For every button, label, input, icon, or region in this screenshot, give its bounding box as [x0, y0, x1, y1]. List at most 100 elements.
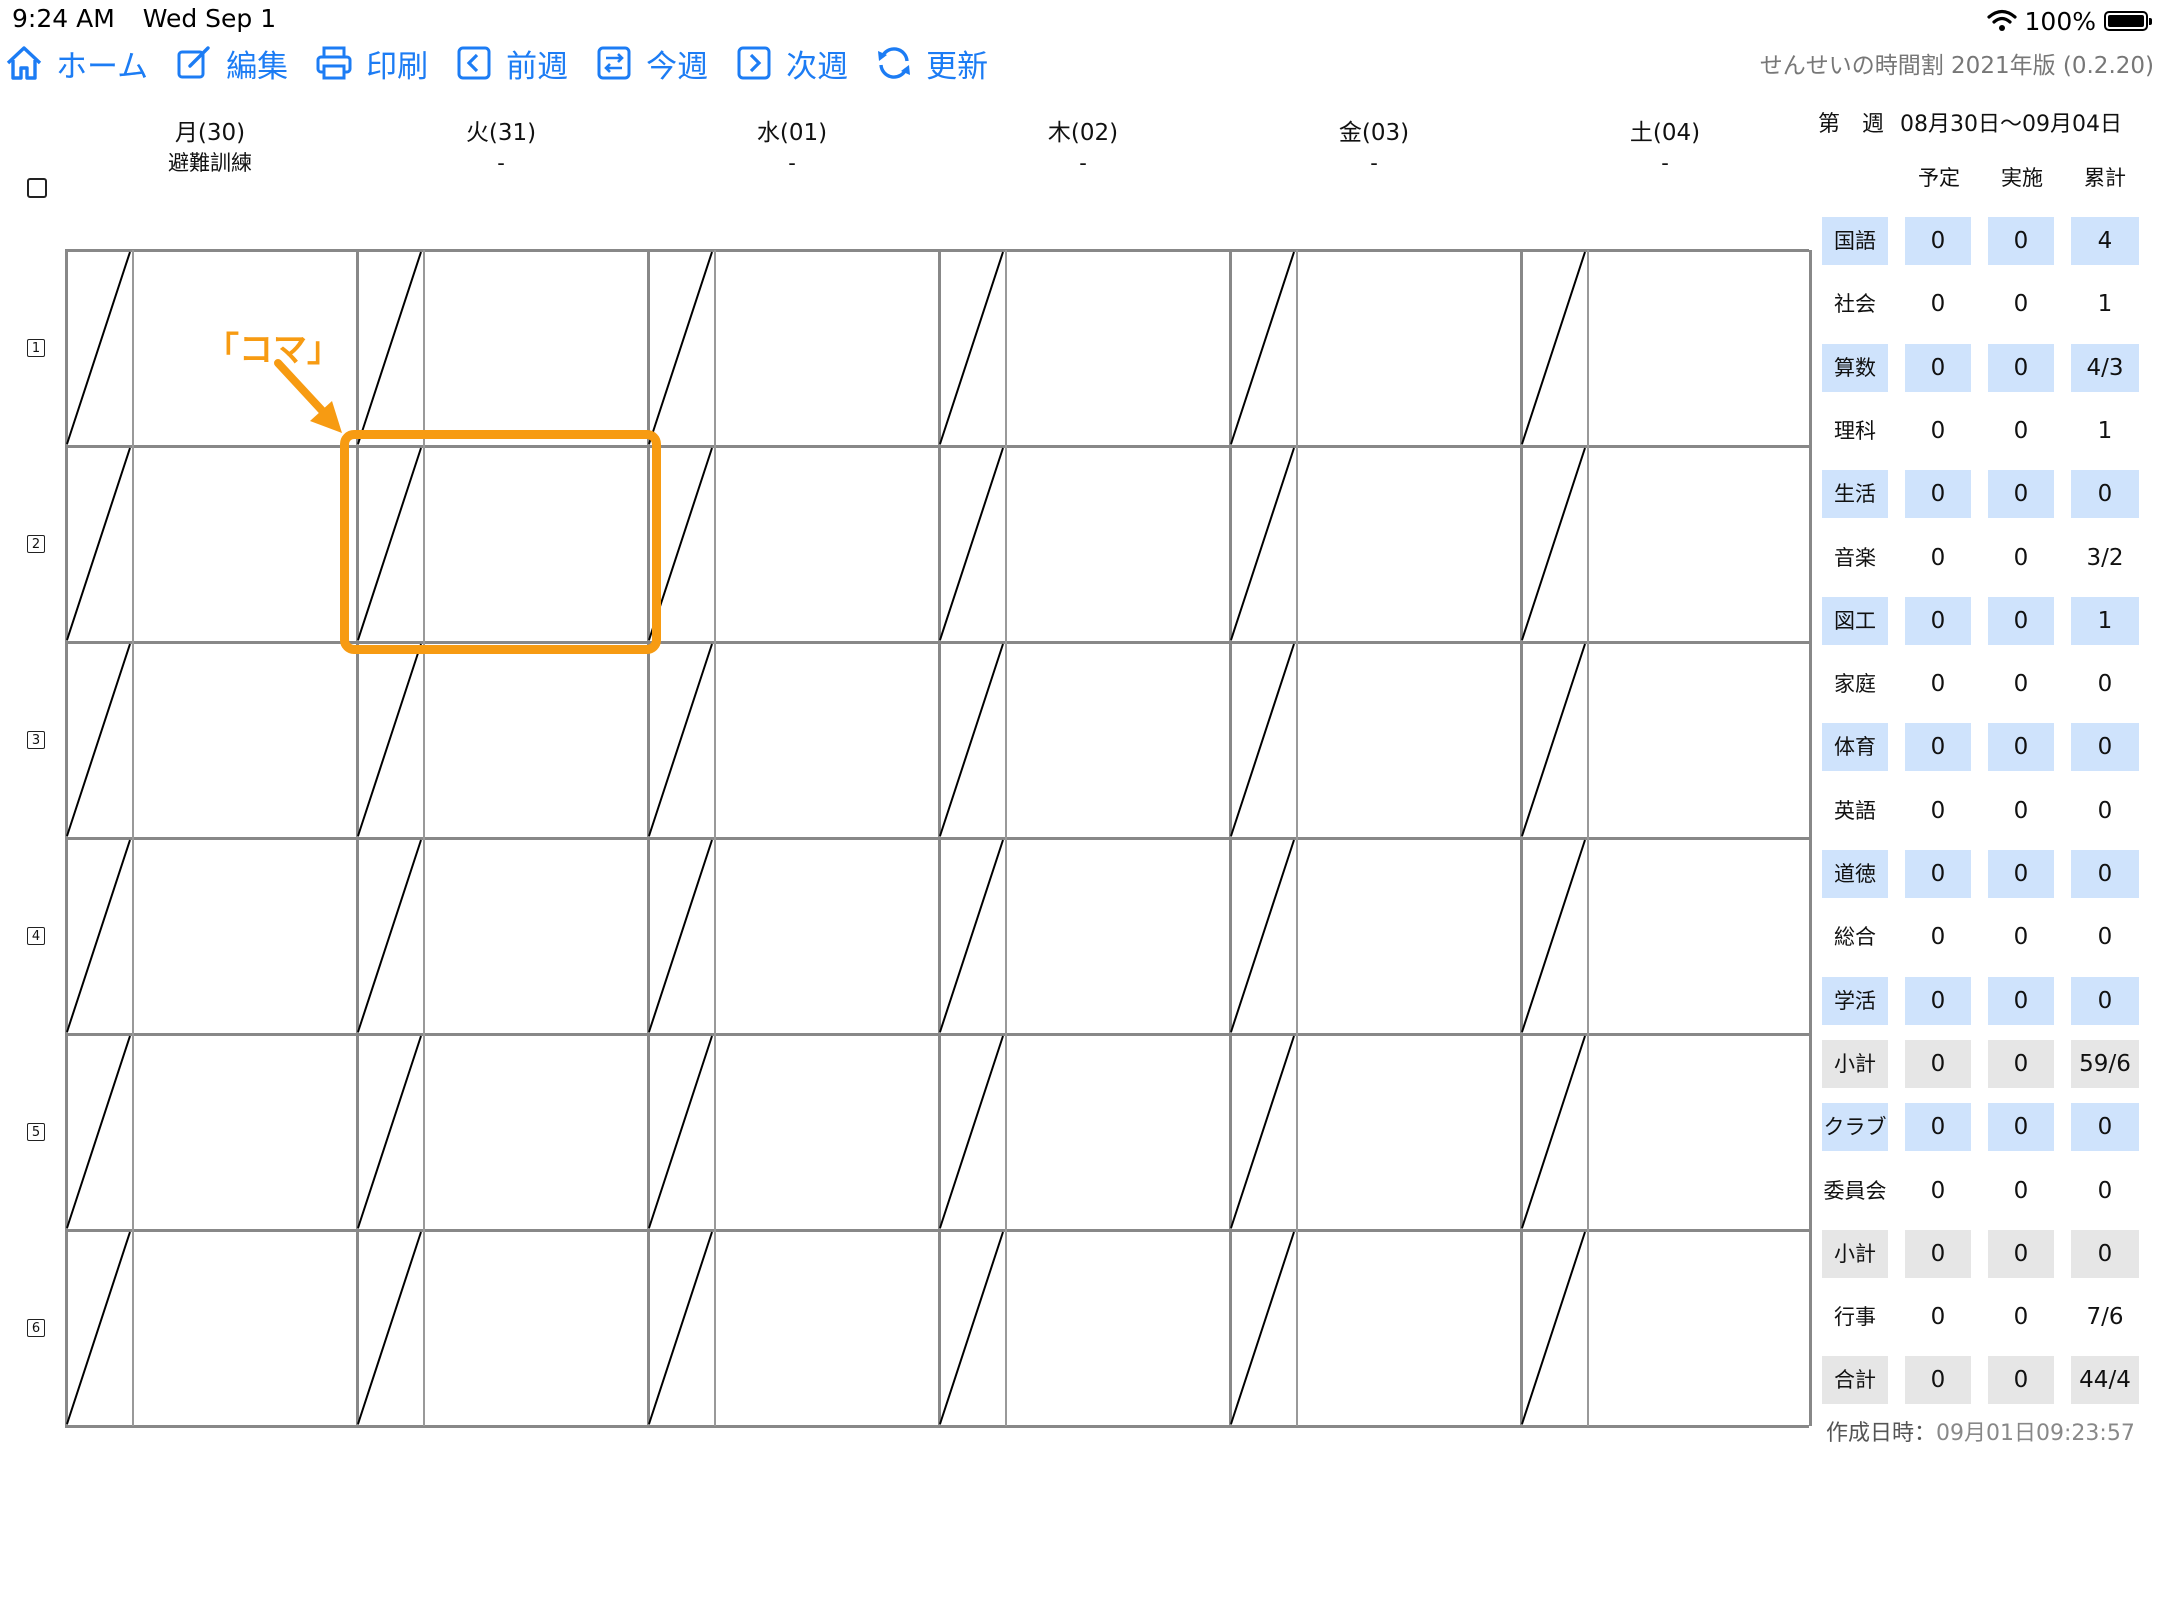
summary-plan: 0	[1930, 417, 1946, 444]
day-header[interactable]: 土(04) -	[1520, 118, 1810, 178]
callout-highlight-box	[340, 430, 661, 654]
timetable-cell[interactable]	[1229, 1034, 1519, 1230]
timetable-cell[interactable]	[65, 250, 355, 446]
status-bar-left: 9:24 AM Wed Sep 1	[12, 4, 296, 38]
summary-subject: クラブ	[1822, 1103, 1888, 1152]
timetable-cell[interactable]	[647, 838, 937, 1034]
timetable-cell[interactable]	[65, 1230, 355, 1426]
timetable-cell[interactable]	[938, 446, 1228, 642]
grid-day-line	[1229, 250, 1232, 1426]
toolbar-button-edit[interactable]: 編集	[174, 41, 288, 86]
timetable-cell[interactable]	[356, 446, 646, 642]
grid-day-line	[1809, 250, 1812, 1426]
summary-plan: 0	[1905, 1103, 1971, 1152]
grid-row-line	[65, 249, 1809, 252]
cell-slash-mark	[939, 251, 1004, 445]
toolbar-button-refresh[interactable]: 更新	[874, 41, 988, 86]
timetable-cell[interactable]	[1229, 1230, 1519, 1426]
period-number: 3	[27, 731, 45, 749]
toolbar-label: 更新	[926, 48, 989, 85]
toolbar-label: 編集	[226, 48, 289, 85]
grid-row-line	[65, 1229, 1809, 1232]
timetable-cell[interactable]	[1520, 446, 1810, 642]
cell-slash-mark	[648, 251, 713, 445]
summary-done: 0	[2013, 1304, 2029, 1331]
toolbar-button-home[interactable]: ホーム	[4, 41, 148, 86]
grid-row-line	[65, 837, 1809, 840]
timetable-cell[interactable]	[1520, 1230, 1810, 1426]
timetable-cell[interactable]	[938, 1230, 1228, 1426]
summary-done: 0	[2013, 797, 2029, 824]
timetable-cell[interactable]	[356, 1230, 646, 1426]
timetable-cell[interactable]	[1520, 642, 1810, 838]
summary-total: 1	[2071, 596, 2139, 645]
day-header[interactable]: 火(31) -	[356, 118, 646, 178]
summary-total: 0	[2097, 924, 2113, 951]
app-title: せんせいの時間割 2021年版 (0.2.20)	[1760, 46, 2154, 80]
timetable-cell[interactable]	[1520, 838, 1810, 1034]
home-icon	[6, 46, 42, 80]
timetable-cell[interactable]	[65, 446, 355, 642]
summary-plan: 0	[1930, 1304, 1946, 1331]
timetable-cell[interactable]	[65, 642, 355, 838]
timetable-cell[interactable]	[356, 838, 646, 1034]
timetable-cell[interactable]	[938, 642, 1228, 838]
app-version: 2021年版 (0.2.20)	[1951, 53, 2154, 79]
toolbar-button-swap[interactable]: 今週	[594, 41, 708, 86]
day-header[interactable]: 金(03) -	[1229, 118, 1519, 178]
toolbar-label: 前週	[506, 48, 569, 85]
summary-total: 0	[2071, 976, 2139, 1025]
timetable-cell[interactable]	[356, 1034, 646, 1230]
timetable-cell[interactable]	[938, 838, 1228, 1034]
cell-slash-mark	[357, 447, 422, 641]
timetable-cell[interactable]	[647, 1034, 937, 1230]
timetable-cell[interactable]	[356, 642, 646, 838]
timetable-cell[interactable]	[1229, 446, 1519, 642]
timetable-cell[interactable]	[1229, 250, 1519, 446]
summary-subject: 小計	[1822, 1229, 1888, 1278]
summary-subject: 学活	[1822, 976, 1888, 1025]
timetable-cell[interactable]	[65, 838, 355, 1034]
summary-row: 小計 0 0 59/6	[1812, 1039, 2160, 1088]
day-header-row: 月(30) 避難訓練 火(31) - 水(01) - 木(02) - 金(03) - 土(04) -	[0, 118, 1820, 188]
timetable-cell[interactable]	[938, 250, 1228, 446]
summary-plan: 0	[1905, 723, 1971, 772]
cell-slash-mark	[939, 839, 1004, 1033]
summary-row: 図工 0 0 1	[1812, 596, 2160, 645]
timetable-cell[interactable]	[647, 1230, 937, 1426]
timetable-cell[interactable]	[65, 1034, 355, 1230]
summary-subject: 音楽	[1834, 545, 1876, 570]
cell-slash-mark	[357, 1231, 422, 1425]
timetable-grid	[65, 249, 1812, 1428]
day-header[interactable]: 水(01) -	[647, 118, 937, 178]
created-at: 作成日時：09月01日09:23:57	[1826, 1415, 2135, 1447]
timetable-cell[interactable]	[647, 642, 937, 838]
select-all-checkbox[interactable]	[27, 178, 47, 198]
summary-done: 0	[2013, 924, 2029, 951]
summary-plan: 0	[1905, 470, 1971, 519]
callout-arrow-icon	[274, 359, 342, 433]
timetable-cell[interactable]	[356, 250, 646, 446]
timetable-cell[interactable]	[647, 250, 937, 446]
period-number: 4	[27, 927, 45, 945]
summary-plan: 0	[1905, 850, 1971, 898]
day-header[interactable]: 月(30) 避難訓練	[65, 118, 355, 178]
day-event: -	[1370, 151, 1378, 175]
summary-done: 0	[2013, 1177, 2029, 1204]
summary-plan: 0	[1905, 1356, 1971, 1405]
timetable-cell[interactable]	[1520, 1034, 1810, 1230]
battery-level	[2108, 15, 2144, 27]
summary-total: 44/4	[2071, 1356, 2139, 1405]
toolbar-button-chevron-left[interactable]: 前週	[454, 41, 568, 86]
toolbar-button-printer[interactable]: 印刷	[314, 41, 428, 86]
timetable-cell[interactable]	[1229, 642, 1519, 838]
grid-day-line	[647, 250, 650, 1426]
summary-done: 0	[2013, 417, 2029, 444]
day-header[interactable]: 木(02) -	[938, 118, 1228, 178]
timetable-cell[interactable]	[938, 1034, 1228, 1230]
toolbar-button-chevron-right[interactable]: 次週	[734, 41, 848, 86]
summary-subject: 算数	[1822, 343, 1888, 392]
timetable-cell[interactable]	[647, 446, 937, 642]
timetable-cell[interactable]	[1229, 838, 1519, 1034]
timetable-cell[interactable]	[1520, 250, 1810, 446]
